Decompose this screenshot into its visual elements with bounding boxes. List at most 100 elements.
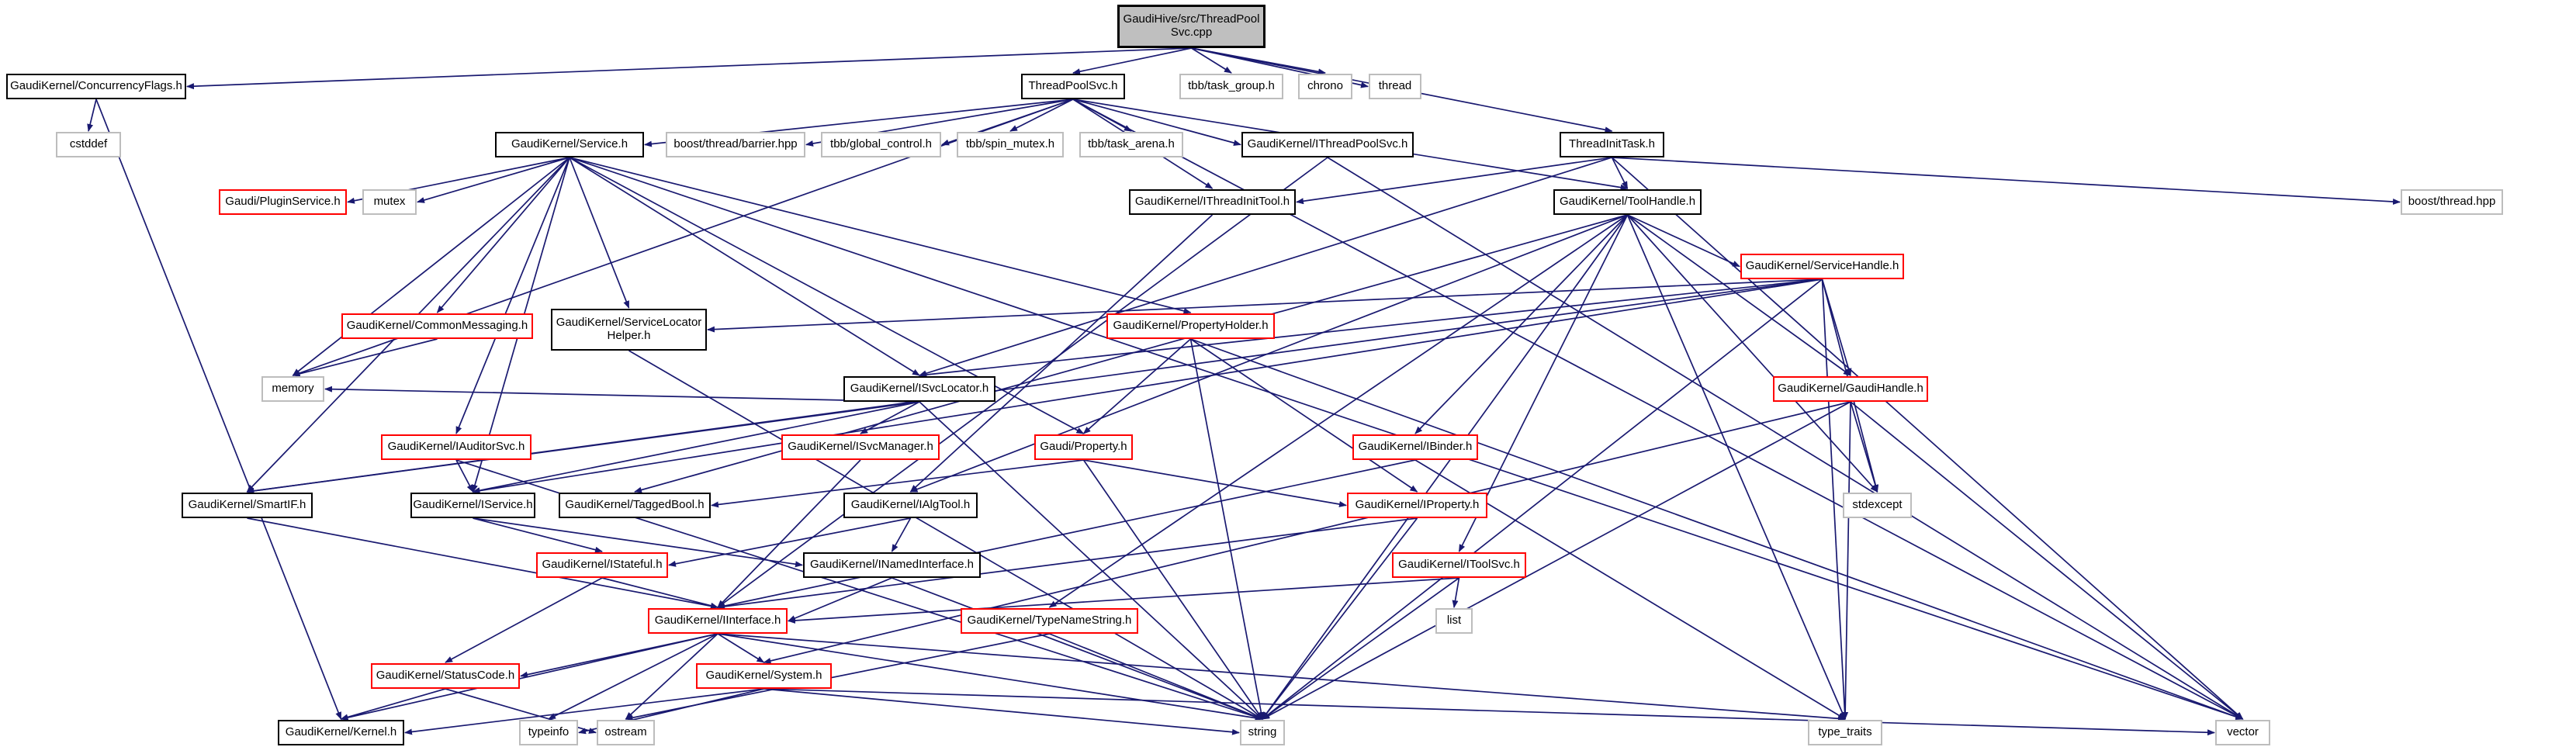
graph-node-system[interactable]: GaudiKernel/System.h (696, 663, 832, 689)
edge-toolhandle-to-ibinder (1414, 214, 1629, 434)
graph-node-threadpoolsvc_h[interactable]: ThreadPoolSvc.h (1021, 74, 1125, 99)
edge-service_h-to-propertyholder (569, 157, 1192, 314)
edge-gaudihandle-to-stdexcept (1850, 401, 1878, 493)
edge-system-to-vector (763, 688, 2215, 736)
graph-node-memory: memory (261, 376, 324, 402)
edge-istateful-to-iinterface (601, 577, 718, 609)
graph-node-cstddef: cstddef (56, 132, 121, 157)
graph-node-itoolsvc[interactable]: GaudiKernel/IToolSvc.h (1392, 552, 1526, 578)
edge-cpp-to-task_group (1191, 47, 1232, 74)
graph-node-ithreadinittool[interactable]: GaudiKernel/IThreadInitTool.h (1129, 189, 1296, 215)
edge-commonmessaging-to-memory (292, 338, 438, 377)
graph-node-chrono: chrono (1298, 74, 1352, 99)
graph-node-threadinittask[interactable]: ThreadInitTask.h (1560, 132, 1664, 157)
graph-node-iinterface[interactable]: GaudiKernel/IInterface.h (648, 608, 788, 634)
graph-node-iauditorsvc[interactable]: GaudiKernel/IAuditorSvc.h (381, 434, 531, 460)
graph-node-barrier: boost/thread/barrier.hpp (666, 132, 805, 157)
graph-node-statuscode[interactable]: GaudiKernel/StatusCode.h (371, 663, 520, 689)
graph-node-istateful[interactable]: GaudiKernel/IStateful.h (536, 552, 668, 578)
edge-propertyholder-to-vector (1190, 338, 2244, 720)
edge-iinterface-to-ostream (625, 633, 718, 720)
graph-node-string: string (1240, 720, 1285, 745)
graph-node-taggedbool[interactable]: GaudiKernel/TaggedBool.h (559, 493, 711, 518)
graph-node-concurrencyflags[interactable]: GaudiKernel/ConcurrencyFlags.h (6, 74, 186, 99)
edge-cpp-to-threadpoolsvc_h (1072, 47, 1192, 75)
edge-toolhandle-to-typenamestring (1048, 214, 1628, 608)
edge-isvclocator-to-iservice (472, 401, 920, 494)
graph-node-service_h[interactable]: GaudiKernel/Service.h (495, 132, 644, 157)
graph-node-ithreadpoolsvc[interactable]: GaudiKernel/IThreadPoolSvc.h (1241, 132, 1414, 157)
graph-node-inamedinterface[interactable]: GaudiKernel/INamedInterface.h (803, 552, 981, 578)
graph-node-kernel[interactable]: GaudiKernel/Kernel.h (278, 720, 404, 745)
edge-isvclocator-to-isvcmanager (860, 401, 920, 434)
edge-iservice-to-inamedinterface (473, 517, 803, 568)
graph-node-stdexcept: stdexcept (1843, 493, 1912, 518)
edge-gaudihandle-to-string (1262, 401, 1851, 720)
edge-typenamestring-to-string (1049, 633, 1263, 720)
graph-node-typenamestring[interactable]: GaudiKernel/TypeNameString.h (961, 608, 1138, 634)
graph-node-task_arena: tbb/task_arena.h (1079, 132, 1183, 157)
graph-node-pluginservice[interactable]: Gaudi/PluginService.h (219, 189, 347, 215)
edge-itoolsvc-to-string (1262, 577, 1459, 720)
edge-threadinittask-to-isvclocator (919, 157, 1612, 377)
edge-toolhandle-to-type_traits (1626, 214, 1846, 720)
edge-statuscode-to-kernel (340, 688, 446, 721)
graph-node-toolhandle[interactable]: GaudiKernel/ToolHandle.h (1553, 189, 1702, 215)
edge-threadinittask-to-boost_thread (1612, 157, 2401, 205)
edge-iinterface-to-string (717, 633, 1263, 721)
graph-node-typeinfo: typeinfo (519, 720, 578, 745)
edge-toolhandle-to-string (1262, 214, 1629, 720)
edge-property-to-iproperty (1083, 459, 1347, 507)
edge-servicelocatorhelper-to-string (628, 350, 1263, 720)
graph-node-isvclocator[interactable]: GaudiKernel/ISvcLocator.h (843, 376, 995, 402)
graph-node-task_group: tbb/task_group.h (1179, 74, 1283, 99)
edge-iinterface-to-type_traits (717, 633, 1846, 722)
edge-system-to-kernel (404, 688, 764, 735)
edge-toolhandle-to-stdexcept (1626, 214, 1878, 493)
edge-itoolsvc-to-iinterface (788, 577, 1459, 624)
edge-service_h-to-servicelocatorhelper (569, 157, 630, 309)
edge-iinterface-to-kernel (340, 633, 718, 721)
edge-isvcmanager-to-iinterface (717, 459, 861, 608)
graph-node-iservice[interactable]: GaudiKernel/IService.h (410, 493, 535, 518)
edge-toolhandle-to-gaudihandle (1627, 214, 1851, 376)
edge-propertyholder-to-property (1082, 338, 1192, 434)
edge-ithreadinittool-to-ialgtool (909, 214, 1214, 493)
edge-propertyholder-to-string (1189, 338, 1265, 720)
edge-threadpoolsvc_h-to-spin_mutex (1009, 99, 1074, 132)
graph-node-isvcmanager[interactable]: GaudiKernel/ISvcManager.h (781, 434, 940, 460)
edge-inamedinterface-to-iinterface (788, 577, 892, 622)
graph-node-commonmessaging[interactable]: GaudiKernel/CommonMessaging.h (341, 313, 533, 339)
graph-node-smartif[interactable]: GaudiKernel/SmartIF.h (182, 493, 313, 518)
edge-inamedinterface-to-string (892, 577, 1263, 720)
edges-group (87, 47, 2401, 736)
edge-concurrencyflags-to-cstddef (87, 99, 97, 132)
graph-node-servicehandle[interactable]: GaudiKernel/ServiceHandle.h (1740, 254, 1904, 279)
edge-itoolsvc-to-list (1452, 577, 1460, 608)
graph-node-gaudihandle[interactable]: GaudiKernel/GaudiHandle.h (1773, 376, 1928, 402)
edge-service_h-to-commonmessaging (436, 157, 570, 313)
edge-threadinittask-to-ithreadinittool (1296, 157, 1612, 205)
graph-node-ialgtool[interactable]: GaudiKernel/IAlgTool.h (843, 493, 978, 518)
edge-ibinder-to-iinterface (717, 459, 1416, 610)
edge-cpp-to-chrono (1191, 47, 1326, 75)
graph-node-propertyholder[interactable]: GaudiKernel/PropertyHolder.h (1106, 313, 1275, 339)
edge-service_h-to-memory (292, 157, 570, 376)
edge-system-to-string (763, 688, 1240, 735)
graph-node-boost_thread: boost/thread.hpp (2401, 189, 2503, 215)
graph-node-iproperty[interactable]: GaudiKernel/IProperty.h (1347, 493, 1487, 518)
edge-concurrencyflags-to-kernel (95, 99, 342, 720)
edge-property-to-taggedbool (711, 459, 1084, 508)
edge-servicehandle-to-iservice (472, 278, 1823, 494)
edge-cpp-to-concurrencyflags (186, 47, 1192, 90)
graph-node-property[interactable]: Gaudi/Property.h (1034, 434, 1133, 460)
graph-node-ibinder[interactable]: GaudiKernel/IBinder.h (1352, 434, 1478, 460)
graph-node-servicelocatorhelper[interactable]: GaudiKernel/ServiceLocator Helper.h (551, 309, 707, 351)
edge-service_h-to-mutex (417, 157, 570, 203)
edge-toolhandle-to-servicehandle (1627, 214, 1740, 268)
edge-threadinittask-to-toolhandle (1611, 157, 1629, 189)
graph-node-type_traits: type_traits (1808, 720, 1882, 745)
edge-isvclocator-to-memory (324, 386, 920, 403)
